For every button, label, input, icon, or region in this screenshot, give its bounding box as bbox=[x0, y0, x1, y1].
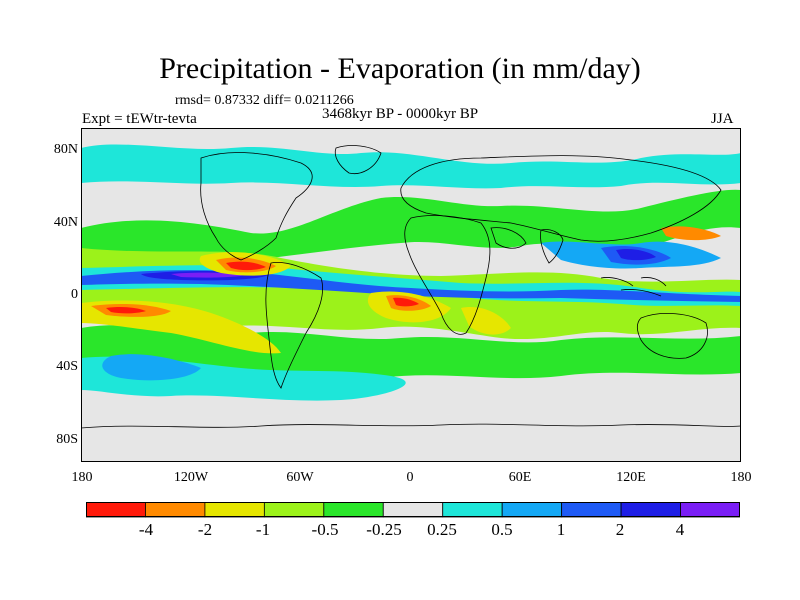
coast-maritime-continent bbox=[600, 277, 667, 297]
colorbar-label: 2 bbox=[615, 520, 625, 539]
colorbar-box bbox=[561, 502, 622, 518]
colorbar-box bbox=[382, 502, 444, 518]
coast-antarctica bbox=[81, 423, 741, 429]
coast-north-america bbox=[200, 152, 313, 261]
season-label: JJA bbox=[711, 111, 734, 127]
colorbar-label: -1 bbox=[255, 520, 271, 539]
colorbar-label: -4 bbox=[138, 520, 154, 539]
plot-title: Precipitation - Evaporation (in mm/day) bbox=[159, 52, 641, 85]
lon-label-60e: 60E bbox=[508, 470, 532, 485]
colorbar-box bbox=[145, 502, 206, 518]
field-caribbean-red bbox=[226, 261, 266, 271]
coast-africa bbox=[404, 215, 491, 335]
colorbar-box bbox=[680, 502, 740, 518]
colorbar-frame bbox=[86, 502, 740, 517]
lon-label-120e: 120E bbox=[616, 470, 646, 485]
field-sepac-red bbox=[106, 307, 146, 314]
coast-india bbox=[540, 229, 564, 264]
colorbar-box bbox=[204, 502, 265, 518]
lat-label-40s: 40S bbox=[56, 359, 78, 374]
map-frame bbox=[81, 128, 741, 462]
field-indopac-navy bbox=[616, 248, 656, 261]
colorbar-box bbox=[86, 502, 146, 518]
colorbar-label: 1 bbox=[556, 520, 566, 539]
lat-label-80n: 80N bbox=[53, 142, 78, 157]
experiment-label: Expt = tEWtr-tevta bbox=[82, 111, 197, 127]
lat-label-40n: 40N bbox=[53, 215, 78, 230]
colorbar-label: -2 bbox=[197, 520, 213, 539]
lon-label-60w: 60W bbox=[286, 470, 314, 485]
field-sh-pacific-blue bbox=[102, 354, 201, 381]
field-nh-subpolar-cyan bbox=[81, 144, 741, 189]
field-satl-red bbox=[393, 297, 419, 307]
field-nh-midlat-green bbox=[81, 189, 741, 258]
lon-label-0: 0 bbox=[406, 470, 414, 485]
colorbar-label: -0.5 bbox=[311, 520, 339, 539]
lat-label-0: 0 bbox=[71, 287, 78, 302]
lon-label-180w: 180 bbox=[71, 470, 93, 485]
coast-south-america bbox=[265, 261, 323, 389]
colorbar-box bbox=[620, 502, 681, 518]
colorbar-label: -0.25 bbox=[366, 520, 402, 539]
field-africa-yellow bbox=[461, 307, 511, 335]
field-npac-orange bbox=[661, 226, 721, 241]
lon-label-120w: 120W bbox=[173, 470, 209, 485]
colorbar-box bbox=[501, 502, 563, 518]
colorbar-box bbox=[323, 502, 384, 518]
stats-text: rmsd= 0.87332 diff= 0.0211266 bbox=[175, 93, 354, 108]
colorbar-label: 0.25 bbox=[427, 520, 457, 539]
continents bbox=[81, 145, 741, 429]
colorbar-box bbox=[442, 502, 503, 518]
colorbar bbox=[86, 502, 740, 518]
coast-australia bbox=[636, 313, 708, 359]
colorbar-box bbox=[263, 502, 325, 518]
coast-greenland bbox=[334, 145, 382, 175]
period-label: 3468kyr BP - 0000kyr BP bbox=[322, 106, 479, 122]
lon-label-180e: 180 bbox=[730, 470, 752, 485]
lat-label-80s: 80S bbox=[56, 432, 78, 447]
colorbar-label: 4 bbox=[675, 520, 685, 539]
precip-evap-map bbox=[81, 128, 741, 462]
colorbar-label: 0.5 bbox=[491, 520, 513, 539]
coast-arabia bbox=[490, 227, 527, 249]
